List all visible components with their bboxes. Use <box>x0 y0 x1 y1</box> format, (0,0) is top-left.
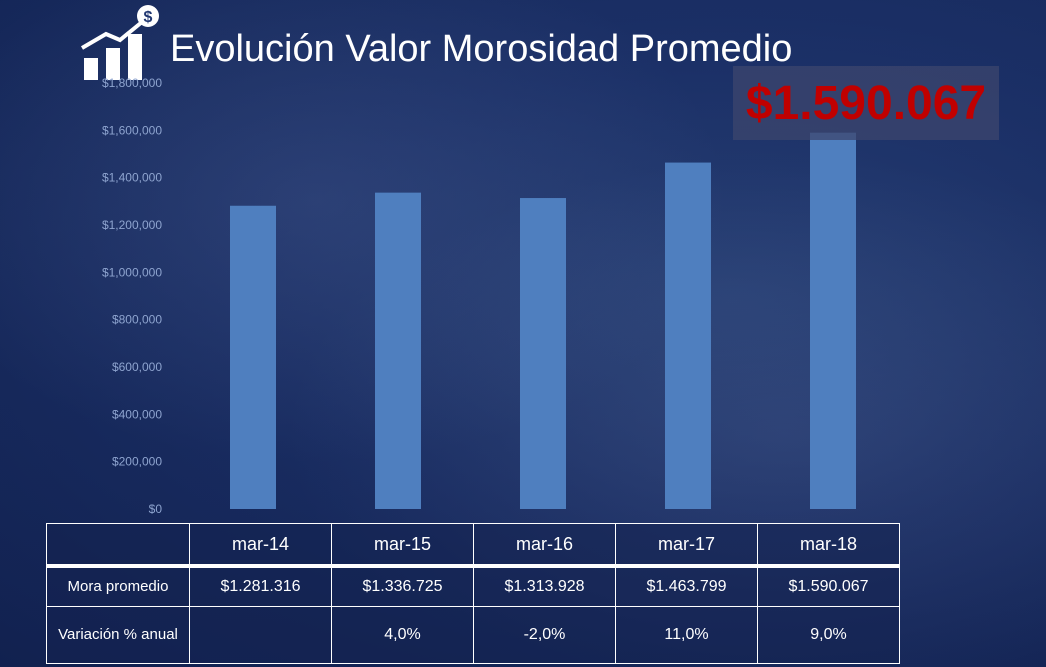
table-corner-cell <box>46 523 190 568</box>
page-title: Evolución Valor Morosidad Promedio <box>170 28 793 70</box>
bar-mar-16 <box>520 198 566 509</box>
y-tick-label: $1,800,000 <box>102 76 162 90</box>
table-cell: $1.281.316 <box>189 565 332 607</box>
y-tick-label: $800,000 <box>112 313 162 327</box>
highlight-box <box>733 66 999 140</box>
column-header: mar-16 <box>473 523 616 568</box>
bar-mar-17 <box>665 162 711 509</box>
table-row: Variación % anual 4,0% -2,0% 11,0% 9,0% <box>46 606 900 664</box>
column-header: mar-14 <box>189 523 332 568</box>
y-tick-label: $0 <box>149 502 163 516</box>
column-header: mar-15 <box>331 523 474 568</box>
bar-mar-14 <box>230 205 276 509</box>
table-header-row: mar-14 mar-15 mar-16 mar-17 mar-18 <box>46 523 900 568</box>
table-cell: -2,0% <box>473 606 616 664</box>
row-label: Variación % anual <box>46 606 190 664</box>
bar-mar-15 <box>375 192 421 509</box>
growth-chart-dollar-icon: $ <box>80 5 159 80</box>
table-cell <box>189 606 332 664</box>
y-tick-label: $400,000 <box>112 407 162 421</box>
highlight-value: $1.590.067 <box>745 77 987 130</box>
y-tick-label: $1,000,000 <box>102 265 162 279</box>
y-tick-label: $1,200,000 <box>102 218 162 232</box>
row-label: Mora promedio <box>46 565 190 607</box>
y-tick-label: $600,000 <box>112 360 162 374</box>
table-cell: $1.313.928 <box>473 565 616 607</box>
table-cell: $1.336.725 <box>331 565 474 607</box>
data-table: mar-14 mar-15 mar-16 mar-17 mar-18 Mora … <box>46 523 900 664</box>
table-cell: $1.463.799 <box>615 565 758 607</box>
table-cell: 4,0% <box>331 606 474 664</box>
y-tick-label: $1,600,000 <box>102 123 162 137</box>
column-header: mar-18 <box>757 523 900 568</box>
y-tick-label: $200,000 <box>112 455 162 469</box>
table-cell: $1.590.067 <box>757 565 900 607</box>
svg-text:$: $ <box>144 9 153 26</box>
column-header: mar-17 <box>615 523 758 568</box>
bar-mar-18 <box>810 132 856 509</box>
y-tick-label: $1,400,000 <box>102 171 162 185</box>
table-cell: 9,0% <box>757 606 900 664</box>
table-cell: 11,0% <box>615 606 758 664</box>
table-row: Mora promedio $1.281.316 $1.336.725 $1.3… <box>46 565 900 607</box>
